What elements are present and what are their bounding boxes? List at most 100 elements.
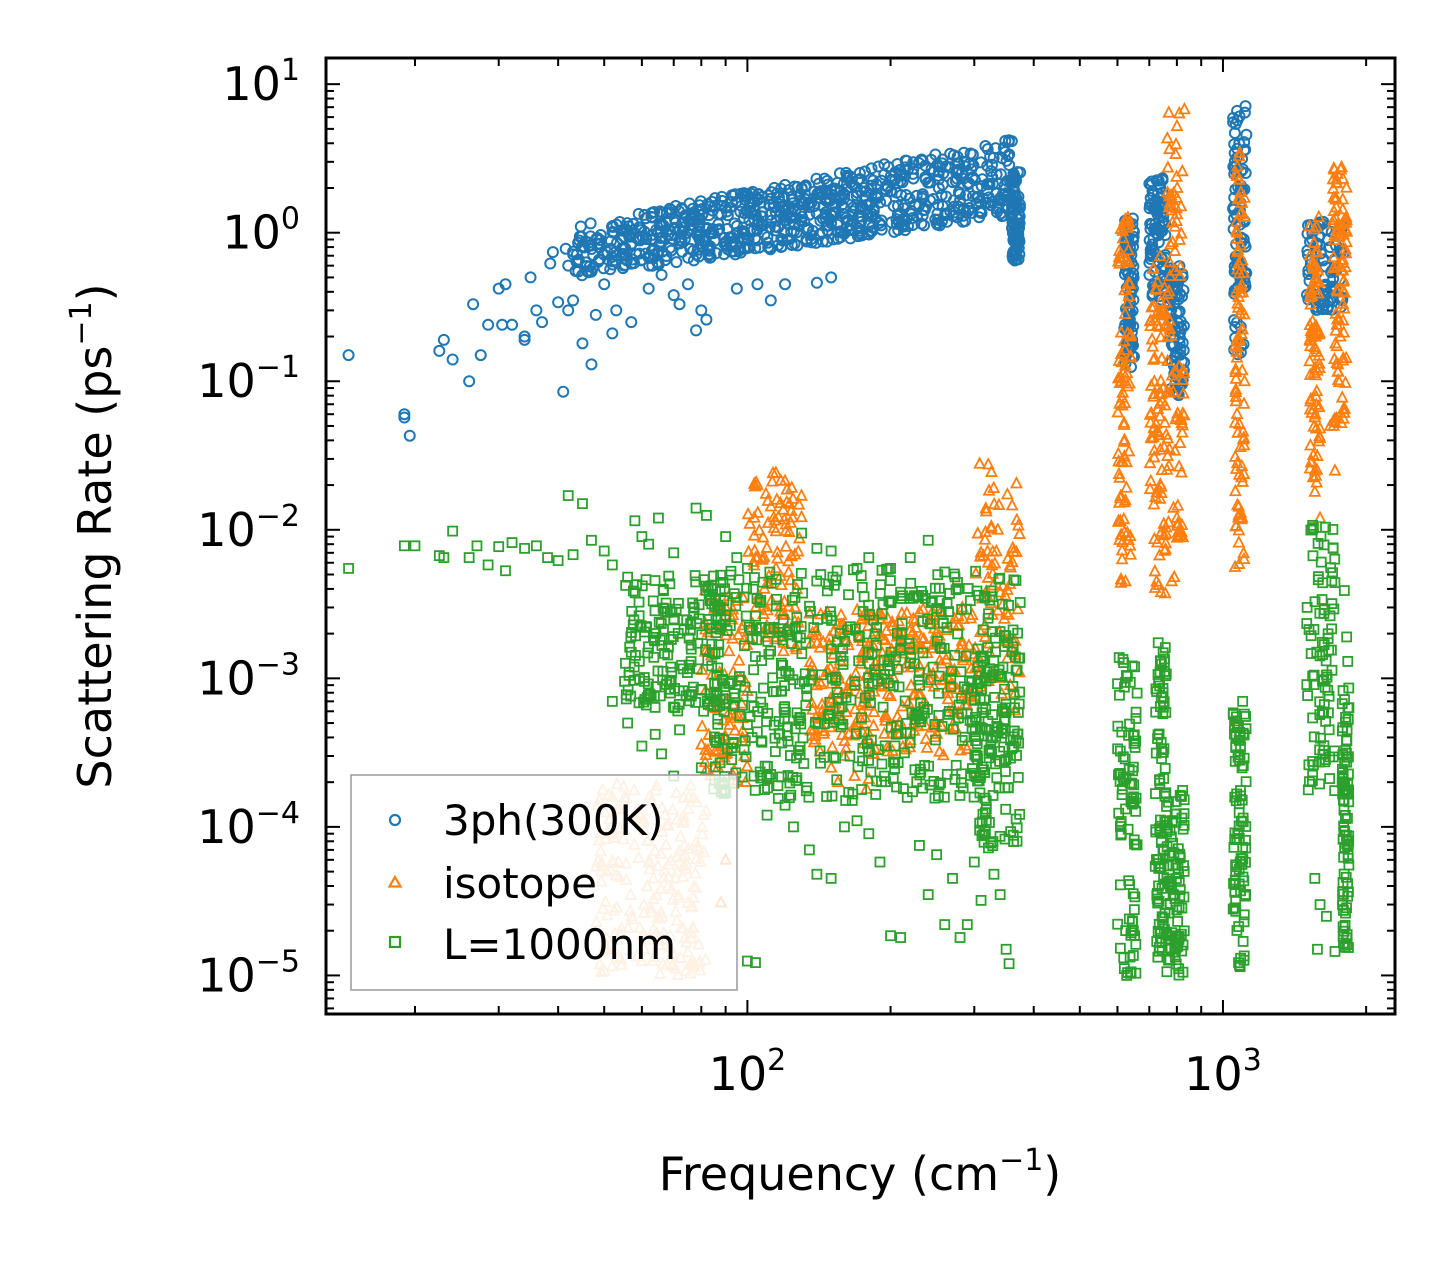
data-point [1307,712,1319,724]
data-point [1112,466,1126,479]
data-point [1231,425,1245,438]
data-point [980,723,991,735]
data-point [1305,648,1317,659]
data-point [844,621,856,633]
data-point [871,622,882,633]
data-point [1175,425,1189,438]
data-point [570,248,583,261]
data-point [791,239,804,252]
data-point [837,719,849,730]
data-point [738,744,750,756]
data-point [943,606,954,617]
data-point [584,217,597,230]
data-point [895,586,906,598]
data-point [996,210,1009,223]
data-point [984,521,998,534]
legend-marker-boundary [388,935,402,949]
data-point [704,251,717,264]
data-point [887,773,899,784]
data-point [770,551,784,564]
data-point [929,792,941,804]
data-point [1130,839,1142,851]
data-point [1315,732,1326,744]
data-point [935,672,949,686]
data-point [993,585,1007,598]
data-point [721,625,733,636]
data-point [850,728,862,740]
data-point [741,562,753,574]
data-point [1005,135,1018,148]
data-point [784,515,798,528]
data-point [1173,868,1184,880]
data-point [779,517,793,530]
data-point [917,647,929,659]
data-point [961,176,974,189]
data-point [967,692,981,705]
data-point [1118,282,1132,296]
data-point [1121,210,1135,223]
data-point [731,627,745,640]
data-point [1162,254,1176,268]
data-point [987,732,998,744]
data-point [1303,289,1317,303]
data-point [1229,364,1243,378]
data-point [690,576,702,588]
data-point [1111,405,1125,418]
data-point [979,140,992,153]
data-point [1146,339,1160,352]
data-point [1237,545,1251,559]
data-point [927,165,940,178]
data-point [1304,285,1318,298]
data-point [1114,454,1128,467]
data-point [1342,849,1354,861]
data-point [1174,412,1188,425]
data-point [1235,195,1249,208]
data-point [805,695,819,708]
data-point [1012,707,1024,718]
data-point [1173,934,1185,946]
data-point [762,760,773,772]
data-point [1116,385,1130,398]
data-point [567,294,580,307]
data-point [1146,261,1160,274]
data-point [519,542,530,554]
data-point [747,476,761,489]
data-point [939,919,951,930]
data-point [840,795,852,806]
data-point [1237,551,1251,565]
data-point [1168,263,1182,276]
series-circle [342,100,1350,442]
data-point [767,520,781,533]
data-point [878,713,892,726]
data-point [1111,446,1125,459]
data-point [966,723,978,735]
data-point [978,764,990,776]
data-point [1176,902,1188,914]
data-point [627,619,639,631]
data-point [982,483,996,496]
data-point [1173,527,1187,541]
data-point [1154,927,1166,939]
data-point [1343,702,1355,714]
data-point [712,662,724,674]
data-point [1309,596,1321,608]
data-point [1240,842,1252,854]
data-point [983,608,994,620]
data-point [1156,911,1168,923]
data-point [757,218,770,231]
data-point [1337,685,1349,696]
data-point [824,713,836,725]
data-point [1313,571,1324,583]
data-point [756,530,770,543]
data-point [1154,774,1165,786]
data-point [875,579,887,591]
data-point [889,763,901,774]
data-point [747,510,761,523]
data-point [1127,924,1139,936]
data-point [862,745,874,757]
data-point [1301,679,1313,690]
data-point [925,153,938,166]
data-point [705,688,717,700]
data-point [1114,745,1126,757]
data-point [950,584,962,596]
